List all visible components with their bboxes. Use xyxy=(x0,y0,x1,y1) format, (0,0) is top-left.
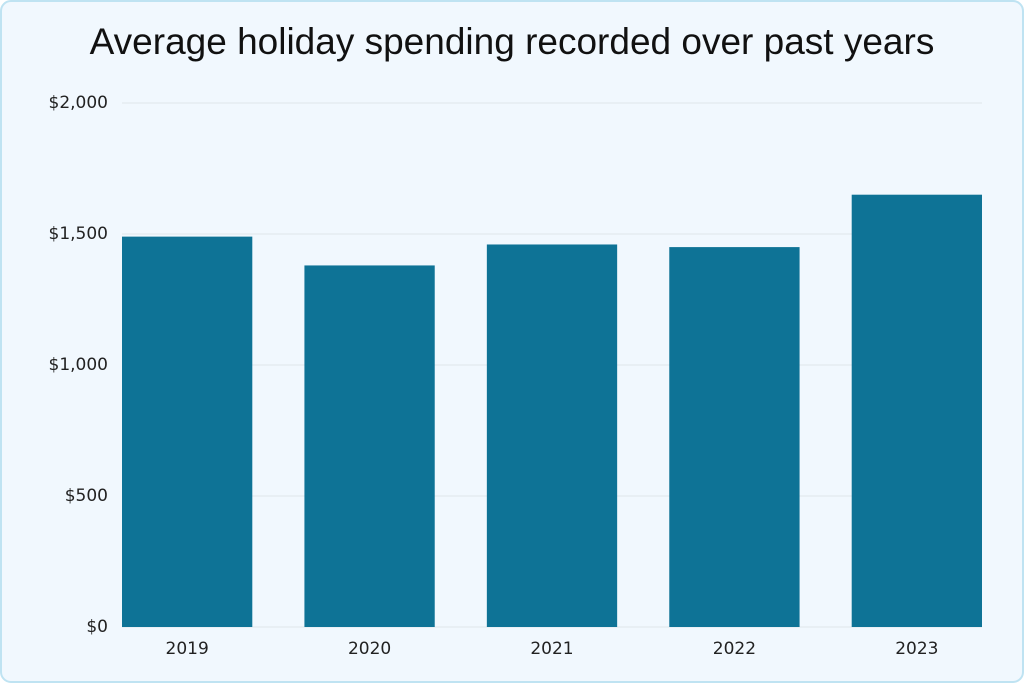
bar xyxy=(669,247,800,627)
y-tick-label: $500 xyxy=(65,486,108,506)
y-tick-label: $1,500 xyxy=(49,224,108,244)
x-tick-label: 2019 xyxy=(166,639,209,659)
y-tick-label: $1,000 xyxy=(49,355,108,375)
y-tick-label: $0 xyxy=(86,617,108,637)
bar xyxy=(122,236,253,627)
chart-title: Average holiday spending recorded over p… xyxy=(90,21,935,62)
x-tick-label: 2023 xyxy=(895,639,938,659)
bar xyxy=(486,244,618,628)
y-tick-label: $2,000 xyxy=(49,93,108,113)
bar xyxy=(851,194,982,627)
bar xyxy=(304,265,435,627)
x-tick-label: 2020 xyxy=(348,639,391,659)
x-tick-label: 2021 xyxy=(530,639,573,659)
x-tick-label: 2022 xyxy=(713,639,756,659)
